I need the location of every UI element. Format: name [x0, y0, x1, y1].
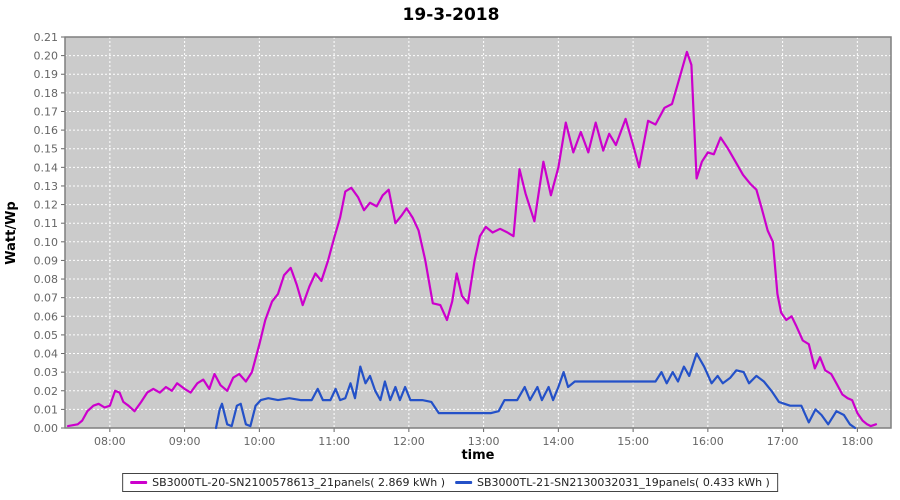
y-tick-label: 0.08 [34, 273, 59, 286]
y-tick-label: 0.01 [34, 403, 59, 416]
series-line-1 [66, 50, 878, 428]
x-tick-label: 13:00 [468, 435, 500, 448]
x-tick-label: 14:00 [543, 435, 575, 448]
series-line-2 [214, 352, 857, 430]
legend-label-inverter-21: SB3000TL-21-SN2130032031_19panels( 0.433… [477, 476, 770, 489]
x-tick-label: 11:00 [318, 435, 350, 448]
y-tick-label: 0.18 [34, 87, 59, 100]
series-layer [66, 50, 878, 430]
y-tick-label: 0.21 [34, 31, 59, 44]
y-tick-label: 0.11 [34, 217, 59, 230]
y-tick-label: 0.07 [34, 292, 59, 305]
y-tick-label: 0.09 [34, 254, 59, 267]
y-tick-label: 0.14 [34, 161, 59, 174]
y-tick-label: 0.19 [34, 68, 59, 81]
y-tick-label: 0.12 [34, 199, 59, 212]
line-chart-canvas: 19-3-2018 0.000.010.020.030.040.050.060.… [4, 5, 892, 463]
y-tick-label: 0.13 [34, 180, 59, 193]
axis-ticks-layer: 0.00 0.01 0.02 0.03 0.04 0.05 0.06 0.07 0.08 0.09… [34, 31, 874, 448]
plot-background [65, 37, 891, 428]
series1-line-swatch [130, 481, 148, 484]
chart-title: 19-3-2018 [403, 5, 500, 25]
series2-line-swatch [455, 481, 472, 484]
y-tick-label: 0.16 [34, 124, 59, 137]
y-tick-label: 0.20 [34, 50, 59, 63]
plot-area: 0.00 0.01 0.02 0.03 0.04 0.05 0.06 0.07 0.08 0.09… [34, 31, 892, 448]
x-tick-label: 17:00 [767, 435, 799, 448]
y-tick-label: 0.17 [34, 105, 59, 118]
plot-border [64, 36, 892, 429]
y-tick-label: 0.00 [34, 422, 59, 435]
x-tick-label: 08:00 [94, 435, 126, 448]
x-tick-label: 18:00 [842, 435, 874, 448]
x-tick-label: 16:00 [692, 435, 724, 448]
y-tick-label: 0.02 [34, 385, 59, 398]
legend-item-inverter-20: SB3000TL-20-SN2100578613_21panels( 2.869… [130, 476, 445, 489]
y-tick-label: 0.03 [34, 366, 59, 379]
x-tick-label: 12:00 [393, 435, 425, 448]
y-axis-title: Watt/Wp [4, 201, 19, 264]
x-tick-label: 15:00 [617, 435, 649, 448]
y-tick-label: 0.05 [34, 329, 59, 342]
legend-item-inverter-21: SB3000TL-21-SN2130032031_19panels( 0.433… [455, 476, 770, 489]
x-tick-label: 10:00 [244, 435, 276, 448]
y-tick-label: 0.06 [34, 310, 59, 323]
x-tick-label: 09:00 [169, 435, 201, 448]
legend: SB3000TL-20-SN2100578613_21panels( 2.869… [122, 473, 778, 492]
x-axis-title: time [461, 448, 494, 463]
y-tick-label: 0.10 [34, 236, 59, 249]
y-tick-label: 0.04 [34, 348, 59, 361]
legend-label-inverter-20: SB3000TL-20-SN2100578613_21panels( 2.869… [152, 476, 445, 489]
y-tick-label: 0.15 [34, 143, 59, 156]
